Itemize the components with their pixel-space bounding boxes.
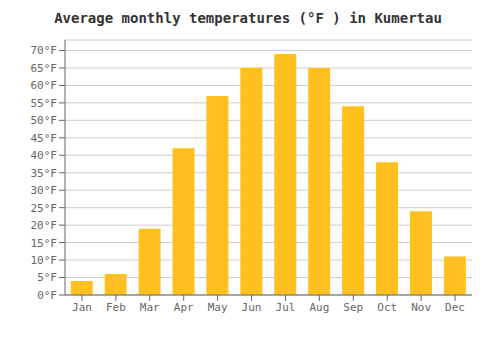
svg-text:70°F: 70°F: [31, 44, 58, 57]
svg-text:55°F: 55°F: [31, 97, 58, 110]
svg-text:40°F: 40°F: [31, 149, 58, 162]
svg-text:Mar: Mar: [140, 301, 160, 314]
svg-text:30°F: 30°F: [31, 184, 58, 197]
svg-text:Dec: Dec: [445, 301, 465, 314]
svg-text:5°F: 5°F: [37, 271, 57, 284]
svg-text:Nov: Nov: [411, 301, 431, 314]
svg-text:50°F: 50°F: [31, 114, 58, 127]
svg-text:60°F: 60°F: [31, 79, 58, 92]
svg-text:35°F: 35°F: [31, 167, 58, 180]
svg-text:Apr: Apr: [174, 301, 194, 314]
html-text:Average monthly temperatures (: Average monthly temperatures (°F ) in Ku…: [54, 10, 442, 26]
svg-text:Aug: Aug: [309, 301, 329, 314]
svg-text:May: May: [208, 301, 228, 314]
svg-text:Jan: Jan: [72, 301, 92, 314]
svg-text:45°F: 45°F: [31, 132, 58, 145]
svg-text:Feb: Feb: [106, 301, 126, 314]
svg-text:25°F: 25°F: [31, 202, 58, 215]
svg-text:65°F: 65°F: [31, 62, 58, 75]
svg-text:20°F: 20°F: [31, 219, 58, 232]
svg-text:Oct: Oct: [377, 301, 397, 314]
svg-text:Sep: Sep: [343, 301, 363, 314]
svg-text:10°F: 10°F: [31, 254, 58, 267]
svg-text:0°F: 0°F: [37, 289, 57, 302]
svg-text:Jun: Jun: [242, 301, 262, 314]
svg-text:Jul: Jul: [276, 301, 296, 314]
svg-text:15°F: 15°F: [31, 237, 58, 250]
